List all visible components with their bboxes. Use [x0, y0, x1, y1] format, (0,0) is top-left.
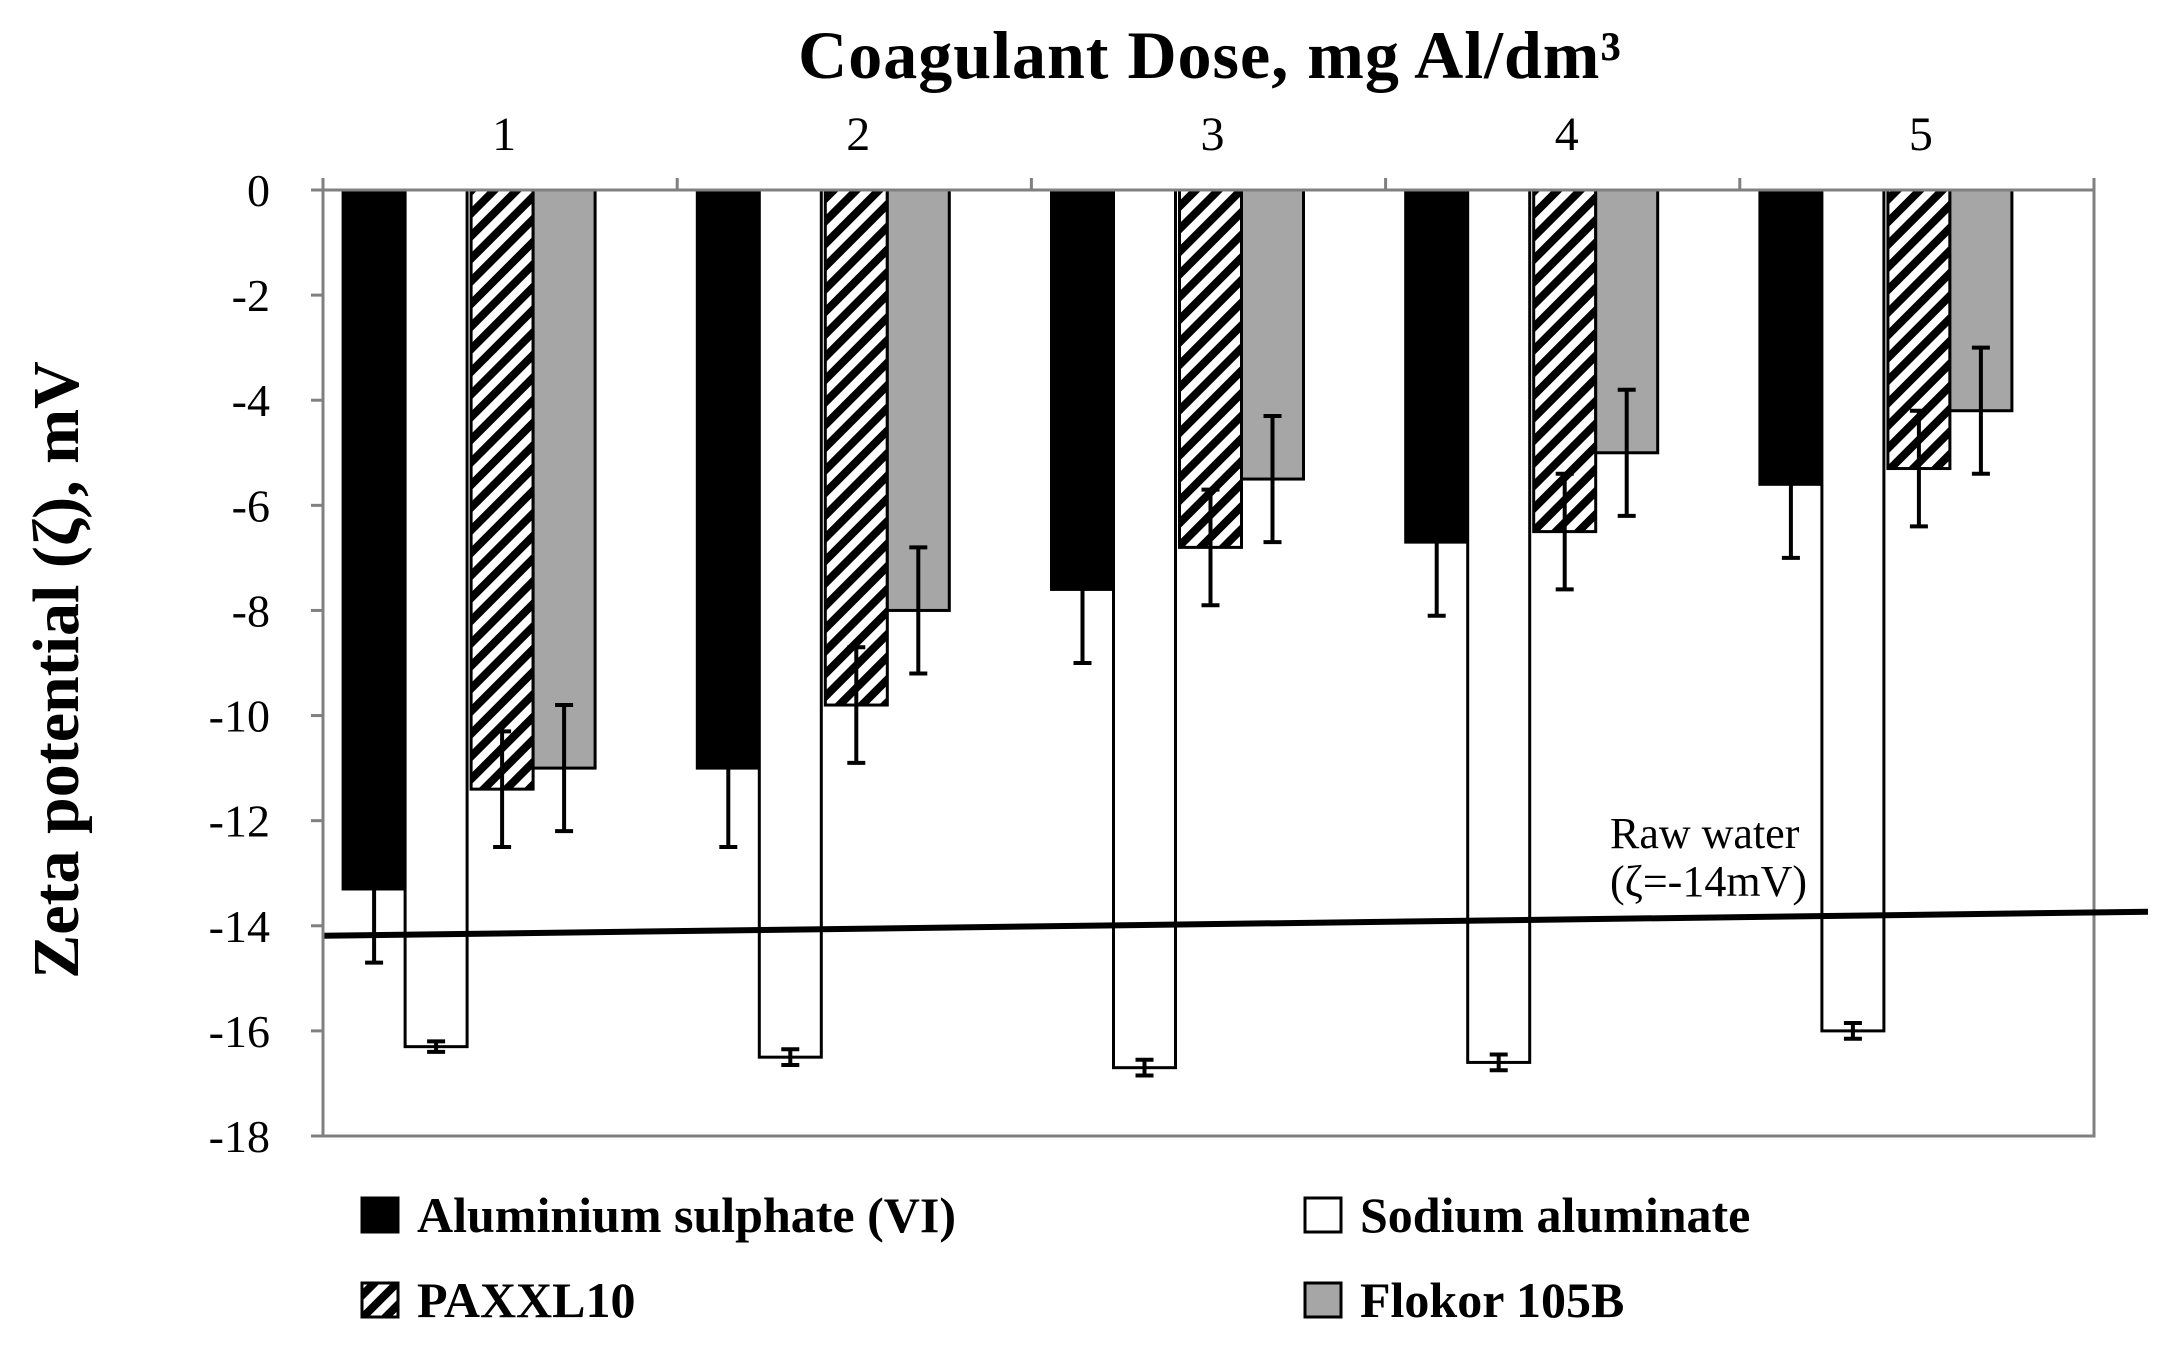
legend-item-1: Aluminium sulphate (VI): [360, 1187, 956, 1243]
x-tick-label: 1: [492, 108, 516, 161]
legend-swatch: [360, 1281, 400, 1319]
error-bar-series2-dose-2: [781, 1047, 800, 1068]
error-bars-layer: [365, 345, 1990, 1078]
error-bar-series4-dose-3: [1263, 413, 1282, 545]
raw-water-label: Raw water: [1610, 809, 1800, 858]
y-tick-label: -4: [232, 375, 270, 426]
legend-swatch: [360, 1196, 400, 1234]
legend: Aluminium sulphate (VI) Sodium aluminate P…: [360, 1187, 1750, 1328]
legend-swatch: [1303, 1196, 1343, 1234]
y-tick-label: -10: [209, 691, 270, 742]
legend-swatch: [1303, 1281, 1343, 1319]
x-tick-label: 4: [1555, 108, 1579, 161]
error-bar-series1-dose-3: [1073, 513, 1092, 665]
legend-label: PAXXL10: [417, 1272, 636, 1328]
error-bar-series1-dose-5: [1781, 408, 1800, 560]
bar-series2-dose-2: [757, 188, 823, 1059]
y-tick-label: -18: [209, 1111, 270, 1162]
error-bar-series3-dose-4: [1555, 471, 1574, 592]
bar-series3-dose-1: [469, 188, 535, 791]
x-tick-label: 3: [1201, 108, 1225, 161]
error-bar-series3-dose-3: [1201, 487, 1220, 608]
legend-item-4: Flokor 105B: [1303, 1272, 1624, 1328]
y-tick-label: -2: [232, 270, 270, 321]
bar-series4-dose-2: [885, 188, 951, 612]
y-tick-label: -6: [232, 480, 270, 531]
error-bar-series4-dose-4: [1617, 387, 1636, 518]
bar-series2-dose-3: [1112, 188, 1177, 1070]
bar-series2-dose-1: [403, 188, 469, 1049]
y-tick-label: -16: [209, 1006, 270, 1057]
x-tick-label: 2: [846, 108, 870, 161]
error-bar-series3-dose-1: [493, 729, 512, 849]
y-tick-label: 0: [247, 165, 270, 216]
bar-series1-dose-1: [341, 188, 407, 891]
error-bar-series2-dose-1: [427, 1039, 446, 1054]
x-axis: 1 2 3 4 5: [321, 108, 2096, 192]
bar-series2-dose-5: [1820, 188, 1886, 1033]
error-bar-series4-dose-1: [555, 703, 574, 834]
y-tick-label: -12: [209, 796, 270, 847]
legend-item-2: Sodium aluminate: [1303, 1187, 1750, 1243]
y-axis: 0 -2 -4 -6 -8 -10 -12 -14 -16 -18: [209, 165, 325, 1162]
bar-series4-dose-1: [531, 188, 597, 770]
legend-label: Sodium aluminate: [1360, 1187, 1750, 1243]
chart-title: Coagulant Dose, mg Al/dm³: [798, 17, 1622, 93]
raw-water-value-label: (ζ=-14mV): [1610, 857, 1807, 906]
legend-label: Flokor 105B: [1360, 1272, 1624, 1328]
legend-label: Aluminium sulphate (VI): [417, 1187, 956, 1243]
reference-line-layer: Raw water (ζ=-14mV): [322, 809, 2149, 939]
x-tick-label: 5: [1909, 108, 1933, 161]
bar-series2-dose-4: [1466, 188, 1532, 1064]
y-axis-label: Zeta potential (ζ), mV: [20, 361, 93, 979]
error-bar-series2-dose-3: [1135, 1057, 1154, 1078]
error-bar-series3-dose-2: [847, 645, 866, 765]
error-bar-series1-dose-2: [719, 687, 738, 849]
y-tick-label: -14: [209, 901, 270, 952]
error-bar-series3-dose-5: [1909, 408, 1928, 529]
error-bar-series2-dose-5: [1843, 1021, 1862, 1041]
error-bar-series4-dose-5: [1971, 345, 1990, 476]
bar-series3-dose-2: [823, 188, 889, 707]
error-bar-series2-dose-4: [1489, 1052, 1508, 1073]
error-bar-series4-dose-2: [909, 545, 928, 676]
error-bar-series1-dose-4: [1427, 466, 1446, 618]
raw-water-reference-line: [322, 908, 2149, 939]
bars-layer: [341, 188, 2014, 1070]
legend-item-3: PAXXL10: [360, 1272, 636, 1328]
y-tick-label: -8: [232, 585, 270, 636]
bar-series1-dose-2: [695, 188, 761, 770]
